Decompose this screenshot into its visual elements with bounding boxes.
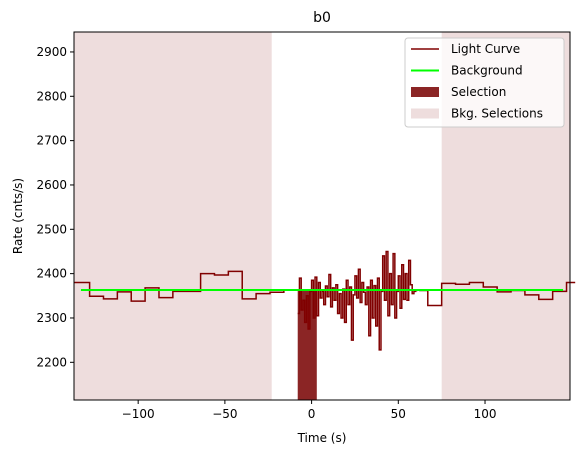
x-tick-label: 50 — [391, 407, 406, 421]
y-tick-label: 2400 — [36, 267, 67, 281]
legend-label: Bkg. Selections — [451, 107, 543, 121]
selection-region — [297, 290, 317, 400]
x-tick-label: −100 — [122, 407, 155, 421]
y-tick-label: 2700 — [36, 134, 67, 148]
y-tick-label: 2300 — [36, 311, 67, 325]
plot-frame — [73, 31, 571, 401]
light-curve-burst — [297, 250, 418, 351]
legend-box — [404, 37, 565, 128]
y-axis-label: Rate (cnts/s) — [11, 178, 25, 254]
legend-swatch — [411, 87, 439, 97]
chart-title: b0 — [313, 10, 331, 26]
y-ticks: 2200 2300 2400 2500 2600 2700 2800 2900 — [36, 45, 74, 369]
legend-label: Background — [451, 64, 523, 78]
x-tick-label: 0 — [308, 407, 316, 421]
x-ticks: −100 −50 0 50 100 — [122, 400, 497, 421]
light-curve-pre — [74, 270, 300, 302]
legend-swatch — [411, 108, 439, 119]
y-tick-label: 2600 — [36, 178, 67, 192]
x-tick-label: 100 — [474, 407, 497, 421]
legend-items: Light Curve Background Selection Bkg. Selec… — [411, 42, 543, 121]
selection — [297, 290, 317, 400]
y-tick-label: 2900 — [36, 45, 67, 59]
legend-label: Light Curve — [451, 42, 520, 56]
legend: Light Curve Background Selection Bkg. Selec… — [404, 37, 565, 128]
x-tick-label: −50 — [212, 407, 237, 421]
y-tick-label: 2800 — [36, 89, 67, 103]
y-tick-label: 2500 — [36, 222, 67, 236]
legend-label: Selection — [451, 85, 506, 99]
x-axis-label: Time (s) — [297, 431, 347, 445]
y-tick-label: 2200 — [36, 355, 67, 369]
bkg-selection-region — [74, 32, 272, 400]
